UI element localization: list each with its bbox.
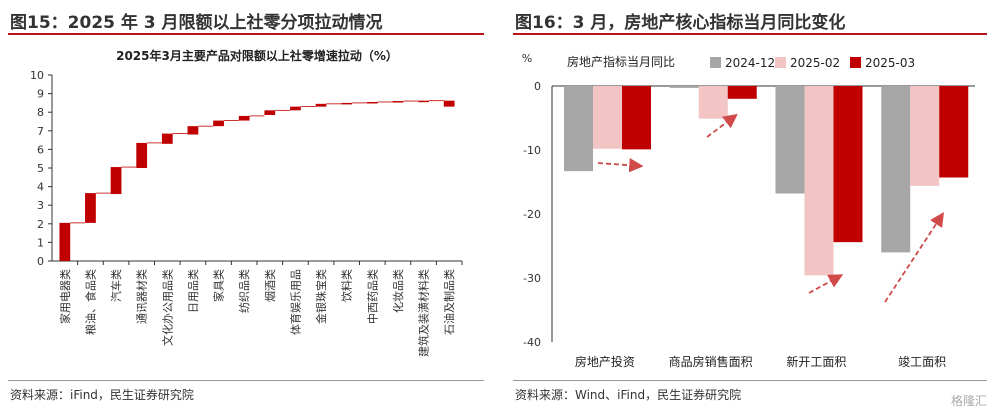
legend-title: 房地产指标当月同比: [567, 54, 675, 69]
bar-2025-02: [698, 86, 728, 119]
category-label: 汽车类: [109, 269, 123, 302]
waterfall-bar: [392, 101, 404, 103]
category-label: 建筑及装潢材料类: [417, 269, 431, 357]
left-source-rule: [8, 380, 484, 381]
category-label: 体育娱乐用品: [288, 269, 302, 335]
bar-2025-03: [833, 86, 863, 243]
category-label: 竣工面积: [898, 354, 946, 369]
right-panel: 图16：3 月，房地产核心指标当月同比变化 % 房地产指标当月同比 2024-12 2…: [505, 0, 993, 411]
category-label: 房地产投资: [575, 354, 635, 369]
right-title-rule: [513, 33, 987, 35]
watermark-logo: 格隆汇: [950, 394, 987, 408]
legend-swatch: [710, 57, 721, 68]
y-tick-label: 1: [37, 236, 44, 249]
y-tick-label: 3: [37, 199, 44, 212]
bar-2025-02: [593, 86, 622, 149]
category-label: 新开工面积: [786, 354, 846, 369]
waterfall-bar: [418, 100, 429, 103]
waterfall-bar: [315, 103, 327, 107]
legend-entry: 2024-12: [725, 56, 775, 70]
y-tick-label: -40: [523, 336, 541, 349]
y-tick-label: -30: [523, 272, 541, 285]
category-label: 化妆品类: [391, 269, 405, 313]
y-tick-label: 9: [37, 88, 44, 101]
trend-arrow: [884, 211, 944, 303]
waterfall-bar: [161, 133, 173, 144]
y-tick-label: 2: [37, 218, 44, 231]
category-label: 家用电器类: [58, 269, 72, 324]
y-tick-label: 5: [37, 162, 44, 175]
category-label: 中西药品类: [365, 269, 379, 324]
bar-2024-12: [669, 86, 699, 88]
category-label: 日用品类: [186, 269, 200, 313]
y-unit-label: %: [522, 52, 532, 65]
y-tick-label: 7: [37, 125, 44, 138]
right-source: 资料来源：Wind、iFind，民生证券研究院: [515, 388, 742, 402]
category-label: 粮油、食品类: [83, 269, 97, 335]
y-tick-label: 8: [37, 106, 44, 119]
y-tick-label: -20: [523, 208, 541, 221]
waterfall-bar: [136, 142, 148, 168]
waterfall-bar: [238, 115, 250, 121]
category-label: 纺织品类: [237, 269, 251, 313]
left-title-rule: [8, 33, 484, 35]
waterfall-bar: [341, 102, 353, 105]
legend-entry: 2025-02: [790, 56, 840, 70]
waterfall-bar: [290, 106, 301, 111]
y-tick-label: 4: [37, 181, 44, 194]
waterfall-bar: [213, 120, 224, 127]
bar-2025-03: [727, 86, 757, 99]
category-label: 商品房销售面积: [669, 354, 753, 369]
bar-2025-03: [622, 86, 651, 150]
y-tick-label: 0: [534, 80, 541, 93]
trend-arrow: [706, 113, 738, 138]
waterfall-bar: [366, 101, 378, 104]
y-tick-label: 10: [30, 69, 44, 82]
bar-2025-02: [910, 86, 940, 186]
trend-arrow: [597, 158, 644, 173]
y-tick-label: -10: [523, 144, 541, 157]
legend-entry: 2025-03: [865, 56, 915, 70]
bar-2024-12: [775, 86, 805, 194]
bar-2025-02: [804, 86, 834, 276]
category-label: 烟酒类: [263, 269, 277, 302]
waterfall-chart: 2025年3月主要产品对限额以上社零增速拉动（%） 0 1 2 3 4 5 6 7 8 9 10 家用电…: [30, 48, 463, 357]
trend-arrow: [808, 274, 844, 294]
waterfall-bar: [187, 126, 199, 135]
category-label: 文化办公用品类: [160, 269, 174, 346]
legend-swatch: [775, 57, 786, 68]
left-source: 资料来源：iFind，民生证券研究院: [10, 388, 194, 402]
category-label: 金银珠宝类: [314, 269, 328, 324]
left-figure-title: 图15：2025 年 3 月限额以上社零分项拉动情况: [10, 13, 383, 33]
left-panel: 图15：2025 年 3 月限额以上社零分项拉动情况 2025年3月主要产品对限…: [0, 0, 490, 411]
real-estate-chart: % 房地产指标当月同比 2024-12 2025-02 2025-03 0 -10 -20 -3…: [522, 52, 975, 369]
right-figure-title: 图16：3 月，房地产核心指标当月同比变化: [515, 13, 846, 33]
waterfall-bar: [59, 222, 71, 261]
bar-2025-03: [939, 86, 969, 178]
bar-2024-12: [881, 86, 911, 253]
y-tick-label: 6: [37, 143, 44, 156]
legend-swatch: [850, 57, 861, 68]
category-label: 饮料类: [340, 269, 354, 302]
category-label: 石油及制品类: [442, 269, 456, 335]
chart1-title: 2025年3月主要产品对限额以上社零增速拉动（%）: [116, 48, 398, 63]
y-tick-label: 0: [37, 255, 44, 268]
waterfall-bar: [264, 110, 276, 115]
waterfall-bar: [110, 167, 122, 195]
waterfall-bar: [443, 100, 455, 107]
category-label: 家具类: [212, 269, 226, 302]
category-label: 通讯器材类: [135, 269, 149, 324]
bar-2024-12: [564, 86, 593, 172]
right-source-rule: [513, 380, 987, 381]
waterfall-bar: [85, 193, 96, 223]
